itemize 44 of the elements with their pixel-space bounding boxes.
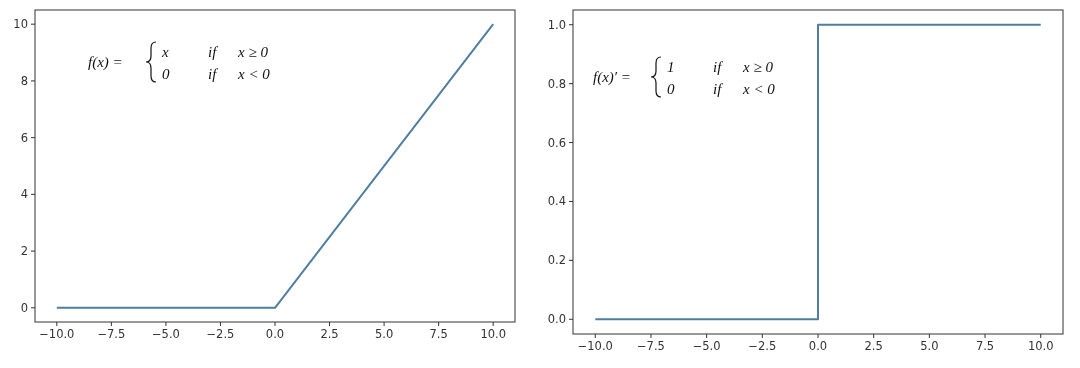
x-tick-label: 7.5 [975, 339, 995, 353]
y-tick-label: 6 [20, 130, 28, 145]
annotation: x [161, 44, 169, 60]
y-tick-label: 10 [13, 17, 28, 32]
annotation: if [713, 81, 724, 97]
y-tick-label: 8 [20, 73, 28, 88]
y-tick-label: 2 [20, 244, 28, 259]
y-tick-label: 0.4 [547, 194, 566, 209]
x-tick-label: −10.0 [577, 339, 613, 353]
x-tick-label: −5.0 [151, 327, 180, 341]
y-tick-label: 1.0 [547, 17, 566, 32]
x-tick-label: 7.5 [429, 327, 448, 341]
y-tick-label: 0.6 [547, 135, 566, 150]
x-tick-label: 10.0 [480, 327, 506, 341]
x-tick-label: −10.0 [39, 327, 75, 341]
x-tick-label: 0.0 [808, 339, 828, 353]
x-tick-label: 10.0 [1027, 339, 1054, 353]
y-tick-label: 0 [20, 300, 28, 315]
x-tick-label: −2.5 [206, 327, 235, 341]
x-tick-label: 5.0 [920, 339, 939, 353]
annotation: f(x)′ = [593, 69, 631, 86]
y-tick-label: 0.2 [547, 253, 566, 268]
annotation: x ≥ 0 [742, 59, 774, 75]
x-tick-label: −5.0 [692, 339, 721, 353]
x-tick-label: −7.5 [636, 339, 665, 353]
x-tick-label: 5.0 [374, 327, 394, 341]
annotation: x ≥ 0 [237, 44, 269, 60]
annotation: if [208, 44, 219, 60]
y-tick-label: 0.8 [547, 76, 566, 91]
x-tick-label: 0.0 [265, 327, 285, 341]
annotation: f(x) = [88, 54, 123, 71]
annotation: x < 0 [742, 81, 776, 97]
annotation: 0 [162, 66, 170, 82]
annotation: if [713, 59, 724, 75]
x-tick-label: −2.5 [748, 339, 777, 353]
annotation: x < 0 [237, 66, 271, 82]
annotation: 1 [667, 59, 675, 75]
annotation: 0 [667, 81, 675, 97]
x-tick-label: −7.5 [97, 327, 126, 341]
x-tick-label: 2.5 [864, 339, 883, 353]
x-tick-label: 2.5 [320, 327, 339, 341]
annotation: if [208, 66, 219, 82]
y-tick-label: 0.0 [547, 312, 566, 327]
y-tick-label: 4 [20, 187, 28, 202]
